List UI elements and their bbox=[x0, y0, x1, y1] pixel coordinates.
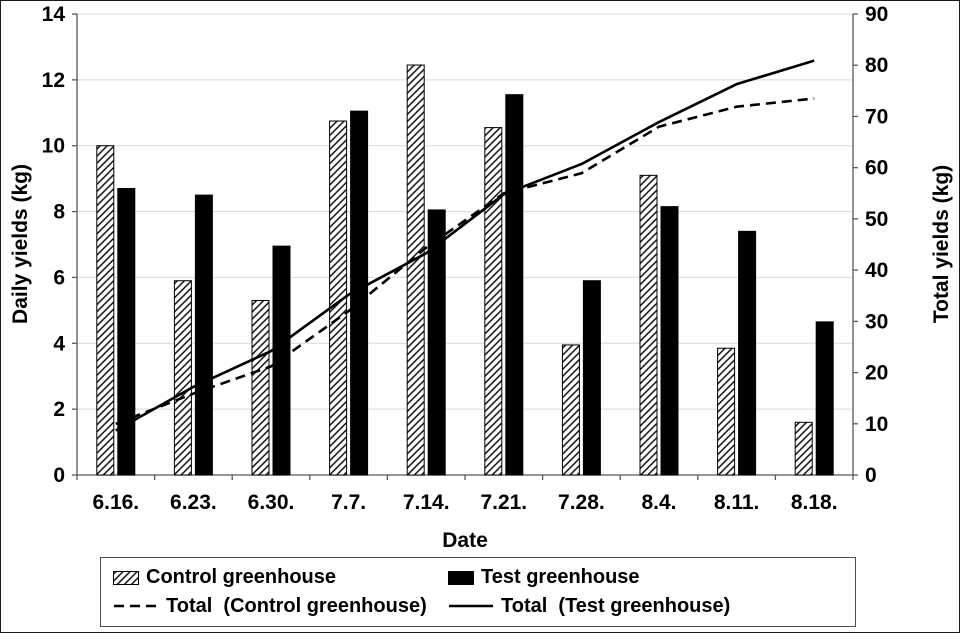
right-tick-label: 10 bbox=[865, 413, 888, 436]
x-tick-label: 8.4. bbox=[641, 491, 676, 514]
total-test-line bbox=[115, 59, 815, 432]
test-greenhouse-bar bbox=[427, 209, 446, 476]
legend-label-control-greenhouse: Control greenhouse bbox=[146, 566, 337, 589]
right-tick-label: 20 bbox=[865, 362, 888, 385]
bars bbox=[96, 64, 834, 476]
test-greenhouse-bar bbox=[505, 94, 524, 476]
left-tick-label: 8 bbox=[53, 201, 65, 224]
legend-item-total-control: Total (Control greenhouse) bbox=[113, 595, 448, 618]
legend-label-total-test: Total (Test greenhouse) bbox=[501, 594, 731, 617]
legend: Control greenhouse Test greenhouse Total… bbox=[100, 557, 856, 627]
right-tick-label: 70 bbox=[865, 105, 888, 128]
x-tick-label: 6.16. bbox=[92, 491, 139, 514]
right-tick-label: 50 bbox=[865, 208, 888, 231]
right-tick-label: 40 bbox=[865, 259, 888, 282]
test-greenhouse-bar bbox=[582, 280, 601, 476]
left-tick-label: 14 bbox=[42, 3, 66, 26]
x-tick-label: 6.30. bbox=[248, 491, 295, 514]
solid-bar-swatch-icon bbox=[448, 570, 474, 585]
control-greenhouse-bar bbox=[406, 64, 425, 476]
control-greenhouse-bar bbox=[639, 174, 658, 476]
tick-labels: 0 2 4 6 8 10 12 14 0 10 20 30 40 50 60 70 80 90 6.16. 6.23.… bbox=[42, 3, 889, 514]
right-tick-label: 30 bbox=[865, 310, 888, 333]
control-greenhouse-bar bbox=[173, 280, 192, 476]
control-greenhouse-bar bbox=[484, 127, 503, 476]
legend-label-total-control: Total (Control greenhouse) bbox=[166, 594, 427, 617]
x-tick-label: 7.21. bbox=[480, 491, 527, 514]
right-tick-label: 0 bbox=[865, 464, 877, 487]
x-tick-label: 6.23. bbox=[170, 491, 217, 514]
legend-item-test-greenhouse: Test greenhouse bbox=[448, 566, 847, 589]
solid-line-sample-icon bbox=[449, 604, 493, 608]
left-axis-title: Daily yields (kg) bbox=[9, 164, 32, 324]
test-greenhouse-bar bbox=[117, 188, 136, 476]
test-greenhouse-bar bbox=[815, 321, 834, 476]
test-greenhouse-bar bbox=[660, 206, 679, 476]
left-tick-label: 4 bbox=[53, 332, 65, 355]
control-greenhouse-bar bbox=[794, 421, 813, 476]
legend-label-test-greenhouse: Test greenhouse bbox=[481, 566, 640, 589]
test-greenhouse-bar bbox=[272, 245, 291, 476]
x-tick-label: 7.7. bbox=[331, 491, 366, 514]
control-greenhouse-bar bbox=[96, 145, 115, 476]
legend-item-control-greenhouse: Control greenhouse bbox=[113, 566, 448, 589]
test-greenhouse-bar bbox=[194, 194, 213, 476]
x-tick-label: 8.18. bbox=[791, 491, 838, 514]
right-tick-label: 90 bbox=[865, 3, 888, 26]
x-tick-label: 7.14. bbox=[403, 491, 450, 514]
left-tick-label: 2 bbox=[53, 398, 65, 421]
control-greenhouse-bar bbox=[251, 299, 270, 476]
right-tick-label: 80 bbox=[865, 54, 888, 77]
dashed-line-sample-icon bbox=[114, 604, 158, 608]
x-axis-title: Date bbox=[442, 529, 488, 552]
left-tick-label: 0 bbox=[53, 464, 65, 487]
legend-item-total-test: Total (Test greenhouse) bbox=[448, 595, 847, 618]
left-tick-label: 6 bbox=[53, 266, 65, 289]
left-tick-label: 12 bbox=[42, 69, 65, 92]
left-tick-label: 10 bbox=[42, 135, 65, 158]
control-greenhouse-bar bbox=[561, 344, 580, 476]
right-tick-label: 60 bbox=[865, 157, 888, 180]
x-tick-label: 8.11. bbox=[714, 491, 760, 514]
control-greenhouse-bar bbox=[717, 347, 736, 476]
hatched-bar-swatch-icon bbox=[113, 570, 139, 585]
test-greenhouse-bar bbox=[738, 230, 757, 476]
chart-plot-area: 0 2 4 6 8 10 12 14 0 10 20 30 40 50 60 70 80 90 6.16. 6.23.… bbox=[42, 3, 889, 514]
control-greenhouse-bar bbox=[329, 120, 348, 476]
x-tick-label: 7.28. bbox=[558, 491, 605, 514]
total-control-line bbox=[115, 97, 815, 425]
right-axis-title: Total yields (kg) bbox=[930, 164, 953, 324]
